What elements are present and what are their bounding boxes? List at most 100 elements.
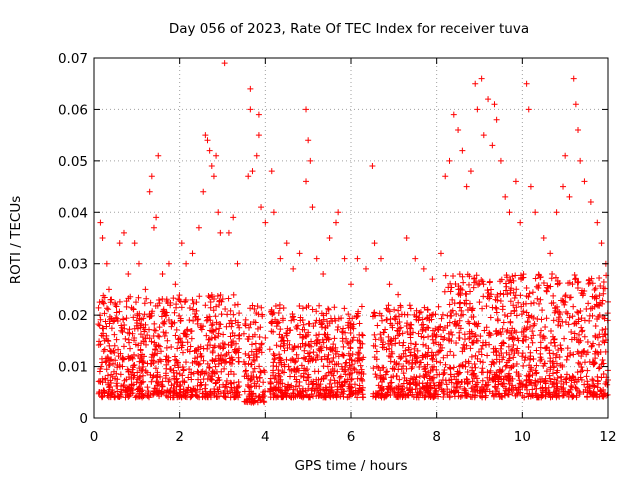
data-point: [433, 387, 440, 394]
data-point: [158, 313, 165, 320]
data-point: [242, 368, 249, 375]
data-point: [349, 361, 356, 368]
data-point: [465, 281, 472, 288]
data-point: [400, 350, 407, 357]
data-point: [223, 381, 230, 388]
data-point: [205, 336, 212, 343]
data-point: [599, 393, 606, 400]
data-point: [547, 250, 554, 257]
data-point: [382, 393, 389, 400]
data-point: [226, 355, 233, 362]
data-point: [250, 319, 257, 326]
data-point: [293, 368, 300, 375]
data-point: [472, 373, 479, 380]
data-point: [389, 350, 396, 357]
data-point: [151, 327, 158, 334]
data-point: [534, 295, 541, 302]
data-point: [509, 334, 516, 341]
data-point: [523, 285, 530, 292]
data-point: [231, 393, 238, 400]
data-point: [473, 337, 480, 344]
data-point: [354, 358, 361, 365]
data-point: [485, 332, 492, 339]
data-point: [468, 353, 475, 360]
data-point: [217, 292, 224, 299]
data-point: [478, 75, 485, 82]
data-point: [348, 281, 354, 288]
data-point: [600, 279, 607, 286]
data-point: [317, 345, 324, 352]
data-point: [424, 379, 431, 386]
data-point: [296, 302, 303, 309]
data-point: [468, 385, 475, 392]
data-point: [518, 311, 525, 318]
data-point: [152, 365, 159, 372]
data-point: [599, 357, 606, 364]
data-point: [303, 106, 310, 113]
data-point: [483, 324, 490, 331]
data-point: [106, 316, 113, 323]
data-point: [513, 304, 520, 311]
data-point: [495, 376, 502, 383]
data-point: [429, 332, 436, 339]
data-point: [499, 381, 506, 388]
data-point: [207, 298, 214, 305]
data-point: [308, 338, 315, 345]
data-point: [183, 333, 190, 340]
data-point: [387, 320, 394, 327]
data-point: [221, 365, 228, 372]
data-point: [543, 315, 550, 322]
data-point: [463, 297, 470, 304]
data-point: [279, 368, 286, 375]
data-point: [307, 157, 314, 164]
data-point: [234, 260, 241, 267]
data-point: [183, 260, 190, 267]
data-point: [162, 329, 169, 336]
data-point: [235, 332, 242, 339]
data-point: [510, 354, 517, 361]
data-point: [360, 354, 367, 361]
data-point: [373, 348, 380, 355]
data-point: [260, 389, 267, 396]
data-point: [517, 272, 524, 279]
data-point: [526, 390, 533, 397]
data-point: [468, 339, 475, 346]
data-point: [483, 303, 490, 310]
data-point: [584, 394, 591, 401]
data-point: [245, 173, 252, 180]
data-point: [411, 351, 418, 358]
data-point: [431, 382, 438, 389]
data-point: [387, 337, 394, 344]
data-point: [209, 293, 216, 300]
data-point: [183, 327, 190, 334]
data-point: [574, 348, 581, 355]
data-point: [189, 306, 196, 313]
data-point: [424, 361, 431, 368]
data-point: [194, 368, 201, 375]
data-point: [139, 387, 146, 394]
data-point: [315, 376, 322, 383]
data-point: [283, 356, 290, 363]
data-point: [420, 372, 427, 379]
data-point: [497, 345, 504, 352]
data-point: [562, 293, 569, 300]
data-point: [541, 360, 548, 367]
data-point: [466, 300, 473, 307]
data-point: [120, 316, 127, 323]
data-point: [275, 386, 282, 393]
data-point: [594, 373, 601, 380]
data-point: [229, 356, 236, 363]
data-point: [251, 305, 258, 312]
data-point: [461, 387, 468, 394]
data-point: [208, 322, 215, 329]
data-point: [234, 384, 241, 391]
data-point: [386, 281, 393, 288]
data-point: [584, 378, 591, 385]
data-point: [189, 359, 196, 366]
data-point: [407, 375, 414, 382]
x-tick-label: 12: [599, 429, 616, 445]
data-point: [508, 385, 515, 392]
data-point: [339, 382, 346, 389]
data-point: [317, 390, 324, 397]
data-point: [396, 339, 403, 346]
